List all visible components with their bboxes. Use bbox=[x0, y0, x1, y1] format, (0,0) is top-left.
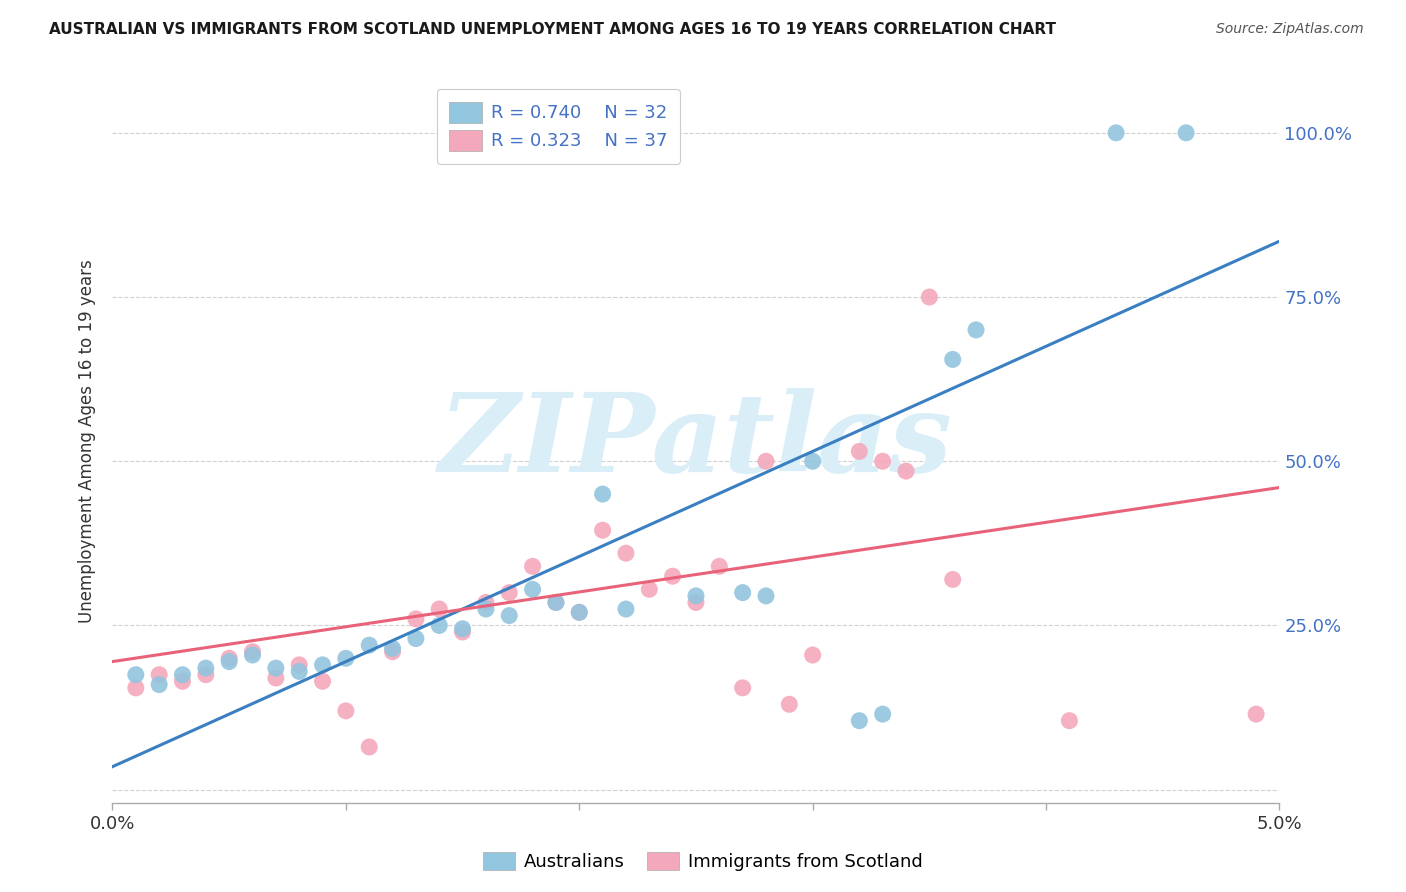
Point bbox=[148, 667, 170, 681]
Point bbox=[427, 618, 450, 632]
Point bbox=[194, 667, 217, 681]
Point bbox=[335, 704, 357, 718]
Point bbox=[848, 444, 870, 458]
Point bbox=[264, 671, 287, 685]
Point bbox=[638, 582, 661, 597]
Point bbox=[1105, 126, 1128, 140]
Point bbox=[568, 605, 591, 619]
Point bbox=[1175, 126, 1198, 140]
Point bbox=[172, 674, 194, 689]
Point bbox=[451, 622, 474, 636]
Point bbox=[148, 677, 170, 691]
Point bbox=[125, 681, 148, 695]
Point bbox=[942, 352, 965, 367]
Point bbox=[778, 698, 800, 712]
Point bbox=[475, 602, 498, 616]
Point bbox=[614, 546, 637, 560]
Legend: Australians, Immigrants from Scotland: Australians, Immigrants from Scotland bbox=[475, 845, 931, 879]
Text: AUSTRALIAN VS IMMIGRANTS FROM SCOTLAND UNEMPLOYMENT AMONG AGES 16 TO 19 YEARS CO: AUSTRALIAN VS IMMIGRANTS FROM SCOTLAND U… bbox=[49, 22, 1056, 37]
Point bbox=[498, 608, 520, 623]
Point bbox=[965, 323, 987, 337]
Point bbox=[592, 487, 614, 501]
Point bbox=[731, 585, 754, 599]
Point bbox=[755, 589, 778, 603]
Point bbox=[242, 648, 264, 662]
Point bbox=[335, 651, 357, 665]
Point bbox=[942, 573, 965, 587]
Point bbox=[522, 582, 544, 597]
Point bbox=[685, 589, 707, 603]
Point bbox=[359, 739, 381, 754]
Point bbox=[872, 707, 894, 722]
Point bbox=[661, 569, 683, 583]
Point bbox=[451, 625, 474, 640]
Y-axis label: Unemployment Among Ages 16 to 19 years: Unemployment Among Ages 16 to 19 years bbox=[77, 260, 96, 624]
Point bbox=[172, 667, 194, 681]
Point bbox=[918, 290, 941, 304]
Point bbox=[755, 454, 778, 468]
Point bbox=[288, 657, 311, 672]
Point bbox=[218, 655, 240, 669]
Point bbox=[311, 657, 333, 672]
Point bbox=[544, 595, 567, 609]
Legend: R = 0.740    N = 32, R = 0.323    N = 37: R = 0.740 N = 32, R = 0.323 N = 37 bbox=[437, 89, 681, 163]
Point bbox=[475, 595, 498, 609]
Point bbox=[544, 595, 567, 609]
Point bbox=[801, 454, 824, 468]
Point bbox=[568, 605, 591, 619]
Point bbox=[311, 674, 333, 689]
Point bbox=[381, 641, 404, 656]
Point bbox=[381, 645, 404, 659]
Point bbox=[194, 661, 217, 675]
Point bbox=[1244, 707, 1267, 722]
Point bbox=[405, 612, 427, 626]
Point bbox=[218, 651, 240, 665]
Point bbox=[614, 602, 637, 616]
Point bbox=[592, 523, 614, 537]
Point bbox=[709, 559, 731, 574]
Point bbox=[264, 661, 287, 675]
Point bbox=[894, 464, 917, 478]
Point bbox=[848, 714, 870, 728]
Point bbox=[405, 632, 427, 646]
Point bbox=[288, 665, 311, 679]
Text: ZIPatlas: ZIPatlas bbox=[439, 388, 953, 495]
Point bbox=[872, 454, 894, 468]
Point bbox=[498, 585, 520, 599]
Point bbox=[801, 648, 824, 662]
Point bbox=[685, 595, 707, 609]
Point bbox=[1059, 714, 1081, 728]
Point bbox=[242, 645, 264, 659]
Text: Source: ZipAtlas.com: Source: ZipAtlas.com bbox=[1216, 22, 1364, 37]
Point bbox=[731, 681, 754, 695]
Point bbox=[427, 602, 450, 616]
Point bbox=[359, 638, 381, 652]
Point bbox=[125, 667, 148, 681]
Point bbox=[522, 559, 544, 574]
